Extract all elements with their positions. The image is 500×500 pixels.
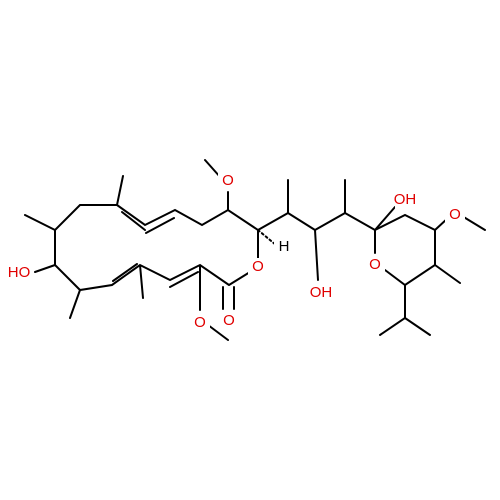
label-background [9, 264, 29, 282]
atom-label: O [252, 258, 264, 275]
macrocycle-bonds [24, 159, 486, 341]
atom-label: HO [8, 264, 31, 281]
label-background [219, 312, 239, 330]
atom-label: O [449, 206, 461, 223]
atom-label: O [194, 314, 206, 331]
label-background [218, 172, 238, 190]
stereo-hash-bond [257, 229, 277, 246]
label-background [248, 258, 268, 276]
atom-label: O [223, 312, 235, 329]
atom-label: OH [394, 191, 417, 208]
label-background [395, 191, 415, 209]
label-background [190, 314, 210, 332]
atom-label: O [369, 256, 381, 273]
bonds [24, 159, 486, 341]
label-background [365, 256, 385, 274]
label-background [311, 284, 331, 302]
double-bond-lines [112, 211, 235, 310]
label-background [445, 206, 465, 224]
label-background [274, 238, 294, 256]
atom-label: O [222, 172, 234, 189]
atom-label: OH [310, 284, 333, 301]
atom-label: H [279, 238, 290, 255]
